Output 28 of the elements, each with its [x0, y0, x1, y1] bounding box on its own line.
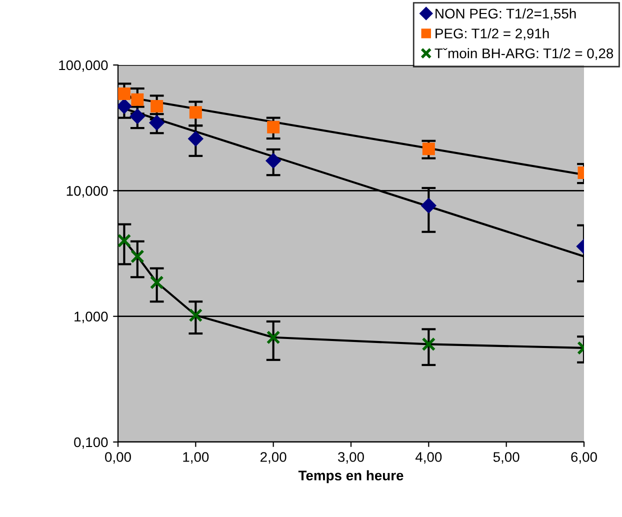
- y-tick-label: 1,000: [74, 312, 108, 324]
- x-tick-label: 3,00: [338, 452, 364, 464]
- point: [189, 106, 202, 119]
- point: [149, 115, 164, 130]
- legend-label: Tˇmoin BH-ARG: T1/2 = 0,28: [434, 48, 614, 60]
- x-tick-label: 6,00: [571, 452, 597, 464]
- point: [118, 234, 132, 248]
- point: [188, 308, 203, 322]
- point: [150, 276, 164, 290]
- x-tick-label: 4,00: [415, 452, 442, 464]
- point: [266, 153, 281, 168]
- point: [130, 249, 144, 264]
- legend-label: NON PEG: T1/2=1,55h: [436, 8, 576, 20]
- y-tick-label: 10,000: [66, 186, 108, 198]
- point: [150, 100, 164, 112]
- x-axis-title: Temps en heure: [298, 470, 404, 484]
- point: [130, 108, 145, 124]
- point: [267, 120, 280, 134]
- x-tick-label: 2,00: [260, 452, 286, 464]
- y-tick-label: 0,100: [74, 437, 108, 449]
- x-tick-label: 0,00: [105, 452, 131, 464]
- x-tick-label: 1,00: [183, 452, 209, 464]
- y-tick-label: 100,000: [59, 60, 108, 72]
- point: [266, 330, 280, 344]
- legend-label: PEG: T1/2 = 2,91h: [436, 28, 549, 40]
- point: [118, 88, 130, 100]
- x-tick-label: 5,00: [493, 452, 520, 464]
- point: [188, 131, 204, 146]
